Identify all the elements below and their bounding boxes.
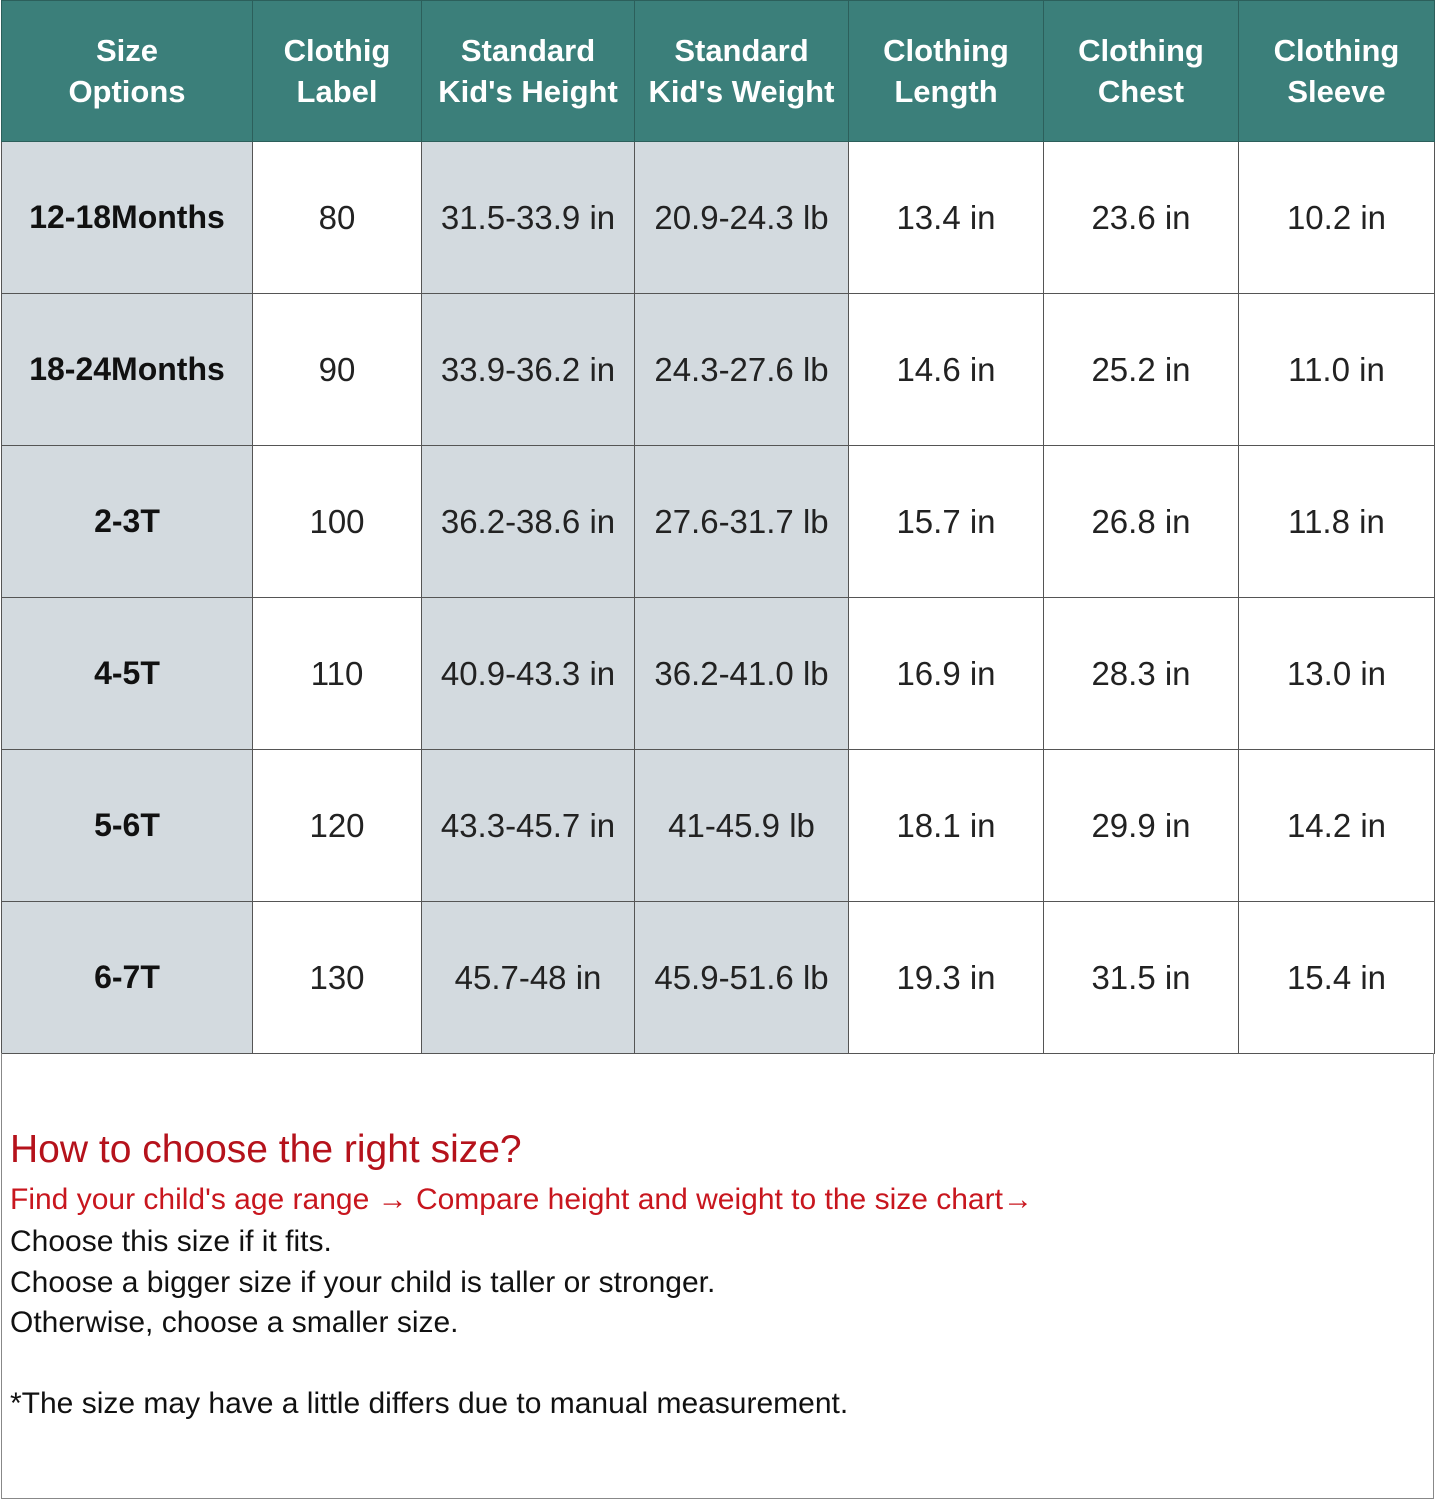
- table-row: 4-5T 110 40.9-43.3 in 36.2-41.0 lb 16.9 in 28…: [1, 597, 1435, 750]
- header-text: Standard: [460, 33, 596, 68]
- table-row: 12-18Months 80 31.5-33.9 in 20.9-24.3 lb 13.…: [1, 141, 1435, 294]
- cell-clothing-sleeve: 13.0 in: [1238, 597, 1435, 750]
- header-text: Standard: [674, 33, 809, 68]
- cell-size-options: 12-18Months: [1, 141, 253, 294]
- guide-line-3: Otherwise, choose a smaller size.: [10, 1306, 459, 1339]
- cell-size-options: 18-24Months: [1, 293, 253, 446]
- header-text: Size: [95, 33, 159, 68]
- cell-kids-height: 36.2-38.6 in: [421, 445, 635, 598]
- header-text: Clothing: [1273, 33, 1400, 68]
- table-row: 18-24Months 90 33.9-36.2 in 24.3-27.6 lb 14.…: [1, 293, 1435, 446]
- cell-clothing-length: 16.9 in: [848, 597, 1044, 750]
- cell-clothing-sleeve: 14.2 in: [1238, 749, 1435, 902]
- table-row: 2-3T 100 36.2-38.6 in 27.6-31.7 lb 15.7 in 26…: [1, 445, 1435, 598]
- cell-kids-weight: 20.9-24.3 lb: [634, 141, 849, 294]
- guide-line-1: Choose this size if it fits.: [10, 1225, 332, 1258]
- header-row: Size Options Clothig Label Standard Kid's Hei…: [1, 0, 1435, 142]
- header-text: Clothing: [1078, 33, 1204, 68]
- header-text: Kid's Weight: [648, 74, 835, 109]
- cell-clothing-chest: 31.5 in: [1043, 901, 1239, 1054]
- cell-clothing-chest: 25.2 in: [1043, 293, 1239, 446]
- header-text: Label: [296, 74, 378, 109]
- header-clothing-chest: Clothing Chest: [1043, 0, 1239, 142]
- size-chart-table: Size Options Clothig Label Standard Kid's Hei…: [1, 0, 1435, 1054]
- header-clothing-label: Clothig Label: [252, 0, 422, 142]
- header-text: Length: [894, 74, 998, 109]
- cell-clothing-label: 100: [252, 445, 422, 598]
- cell-clothing-sleeve: 11.0 in: [1238, 293, 1435, 446]
- header-text: Options: [68, 74, 186, 109]
- cell-kids-height: 45.7-48 in: [421, 901, 635, 1054]
- cell-clothing-length: 13.4 in: [848, 141, 1044, 294]
- cell-clothing-label: 120: [252, 749, 422, 902]
- header-clothing-sleeve: Clothing Sleeve: [1238, 0, 1435, 142]
- cell-clothing-label: 110: [252, 597, 422, 750]
- size-guide-notes: How to choose the right size? Find your …: [1, 1053, 1434, 1499]
- cell-kids-weight: 41-45.9 lb: [634, 749, 849, 902]
- table-row: 5-6T 120 43.3-45.7 in 41-45.9 lb 18.1 in 29.9…: [1, 749, 1435, 902]
- cell-kids-height: 31.5-33.9 in: [421, 141, 635, 294]
- header-kids-weight: Standard Kid's Weight: [634, 0, 849, 142]
- cell-kids-weight: 27.6-31.7 lb: [634, 445, 849, 598]
- cell-kids-height: 40.9-43.3 in: [421, 597, 635, 750]
- header-text: Kid's Height: [438, 74, 618, 109]
- guide-line-2: Choose a bigger size if your child is ta…: [10, 1266, 716, 1299]
- cell-clothing-label: 130: [252, 901, 422, 1054]
- header-text: Clothig: [283, 33, 391, 68]
- header-size-options: Size Options: [1, 0, 253, 142]
- cell-clothing-length: 19.3 in: [848, 901, 1044, 1054]
- cell-clothing-length: 14.6 in: [848, 293, 1044, 446]
- cell-kids-weight: 24.3-27.6 lb: [634, 293, 849, 446]
- table-row: 6-7T 130 45.7-48 in 45.9-51.6 lb 19.3 in 31.5…: [1, 901, 1435, 1054]
- cell-kids-weight: 45.9-51.6 lb: [634, 901, 849, 1054]
- cell-size-options: 4-5T: [1, 597, 253, 750]
- cell-clothing-chest: 23.6 in: [1043, 141, 1239, 294]
- header-text: Clothing: [883, 33, 1009, 68]
- cell-clothing-chest: 26.8 in: [1043, 445, 1239, 598]
- header-kids-height: Standard Kid's Height: [421, 0, 635, 142]
- cell-size-options: 5-6T: [1, 749, 253, 902]
- cell-clothing-label: 80: [252, 141, 422, 294]
- cell-clothing-length: 15.7 in: [848, 445, 1044, 598]
- header-text: Chest: [1097, 74, 1185, 109]
- cell-kids-height: 43.3-45.7 in: [421, 749, 635, 902]
- cell-clothing-sleeve: 15.4 in: [1238, 901, 1435, 1054]
- cell-size-options: 2-3T: [1, 445, 253, 598]
- guide-step: Find your child's age range → Compare he…: [10, 1183, 1033, 1216]
- header-text: Sleeve: [1287, 74, 1386, 109]
- cell-clothing-label: 90: [252, 293, 422, 446]
- cell-clothing-chest: 28.3 in: [1043, 597, 1239, 750]
- cell-clothing-sleeve: 11.8 in: [1238, 445, 1435, 598]
- header-clothing-length: Clothing Length: [848, 0, 1044, 142]
- cell-kids-weight: 36.2-41.0 lb: [634, 597, 849, 750]
- disclaimer: *The size may have a little differs due …: [10, 1387, 849, 1420]
- guide-heading: How to choose the right size?: [10, 1128, 522, 1171]
- cell-clothing-chest: 29.9 in: [1043, 749, 1239, 902]
- cell-kids-height: 33.9-36.2 in: [421, 293, 635, 446]
- cell-size-options: 6-7T: [1, 901, 253, 1054]
- cell-clothing-length: 18.1 in: [848, 749, 1044, 902]
- cell-clothing-sleeve: 10.2 in: [1238, 141, 1435, 294]
